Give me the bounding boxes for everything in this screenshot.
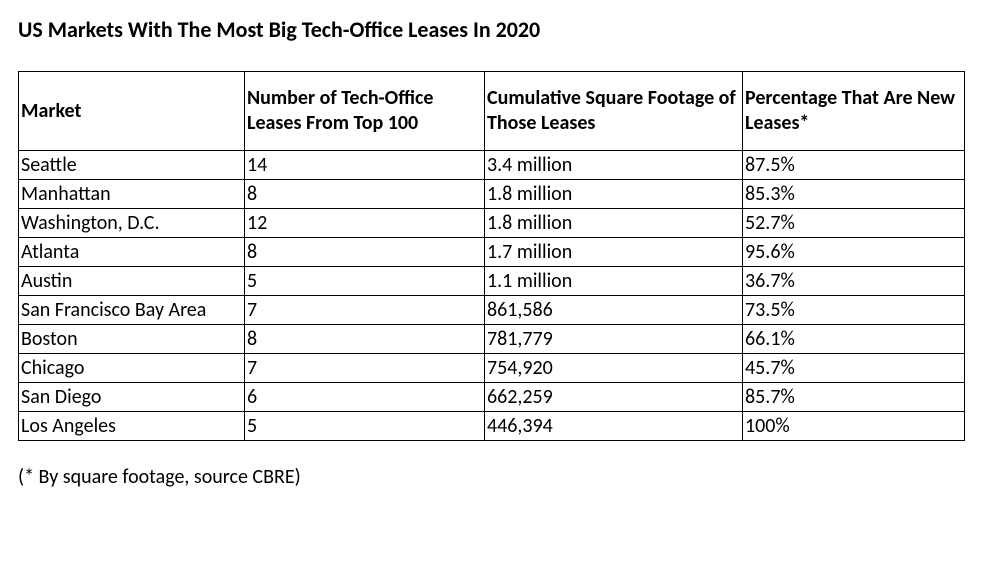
cell-percent: 66.1%	[743, 325, 965, 354]
cell-market: San Francisco Bay Area	[19, 296, 245, 325]
table-row: Seattle 14 3.4 million 87.5%	[19, 151, 965, 180]
cell-market: Los Angeles	[19, 412, 245, 441]
cell-market: Chicago	[19, 354, 245, 383]
table-row: Los Angeles 5 446,394 100%	[19, 412, 965, 441]
table-row: Austin 5 1.1 million 36.7%	[19, 267, 965, 296]
table-row: Washington, D.C. 12 1.8 million 52.7%	[19, 209, 965, 238]
col-header-percent: Percentage That Are New Leases*	[743, 72, 965, 151]
table-row: Atlanta 8 1.7 million 95.6%	[19, 238, 965, 267]
table-row: San Diego 6 662,259 85.7%	[19, 383, 965, 412]
cell-footage: 662,259	[485, 383, 743, 412]
cell-leases: 8	[245, 238, 485, 267]
cell-footage: 1.7 million	[485, 238, 743, 267]
cell-market: Manhattan	[19, 180, 245, 209]
cell-percent: 73.5%	[743, 296, 965, 325]
cell-market: Seattle	[19, 151, 245, 180]
cell-footage: 781,779	[485, 325, 743, 354]
cell-percent: 95.6%	[743, 238, 965, 267]
cell-percent: 45.7%	[743, 354, 965, 383]
cell-leases: 8	[245, 325, 485, 354]
cell-leases: 14	[245, 151, 485, 180]
cell-percent: 85.3%	[743, 180, 965, 209]
cell-footage: 1.1 million	[485, 267, 743, 296]
cell-leases: 7	[245, 354, 485, 383]
cell-footage: 3.4 million	[485, 151, 743, 180]
cell-footage: 1.8 million	[485, 180, 743, 209]
cell-leases: 5	[245, 412, 485, 441]
page-title: US Markets With The Most Big Tech-Office…	[18, 16, 964, 43]
cell-percent: 87.5%	[743, 151, 965, 180]
cell-market: Washington, D.C.	[19, 209, 245, 238]
table-row: Manhattan 8 1.8 million 85.3%	[19, 180, 965, 209]
table-row: San Francisco Bay Area 7 861,586 73.5%	[19, 296, 965, 325]
table-body: Seattle 14 3.4 million 87.5% Manhattan 8…	[19, 151, 965, 441]
cell-leases: 6	[245, 383, 485, 412]
cell-market: Atlanta	[19, 238, 245, 267]
cell-leases: 8	[245, 180, 485, 209]
cell-leases: 5	[245, 267, 485, 296]
cell-footage: 861,586	[485, 296, 743, 325]
cell-leases: 7	[245, 296, 485, 325]
table-row: Boston 8 781,779 66.1%	[19, 325, 965, 354]
col-header-footage: Cumulative Square Footage of Those Lease…	[485, 72, 743, 151]
col-header-leases: Number of Tech-Office Leases From Top 10…	[245, 72, 485, 151]
cell-footage: 754,920	[485, 354, 743, 383]
col-header-market: Market	[19, 72, 245, 151]
cell-market: Boston	[19, 325, 245, 354]
cell-footage: 1.8 million	[485, 209, 743, 238]
table-row: Chicago 7 754,920 45.7%	[19, 354, 965, 383]
tech-leases-table: Market Number of Tech-Office Leases From…	[18, 71, 965, 441]
cell-percent: 36.7%	[743, 267, 965, 296]
cell-footage: 446,394	[485, 412, 743, 441]
cell-leases: 12	[245, 209, 485, 238]
cell-percent: 52.7%	[743, 209, 965, 238]
cell-percent: 85.7%	[743, 383, 965, 412]
cell-percent: 100%	[743, 412, 965, 441]
cell-market: San Diego	[19, 383, 245, 412]
cell-market: Austin	[19, 267, 245, 296]
table-header-row: Market Number of Tech-Office Leases From…	[19, 72, 965, 151]
footnote: (* By square footage, source CBRE)	[18, 465, 964, 489]
